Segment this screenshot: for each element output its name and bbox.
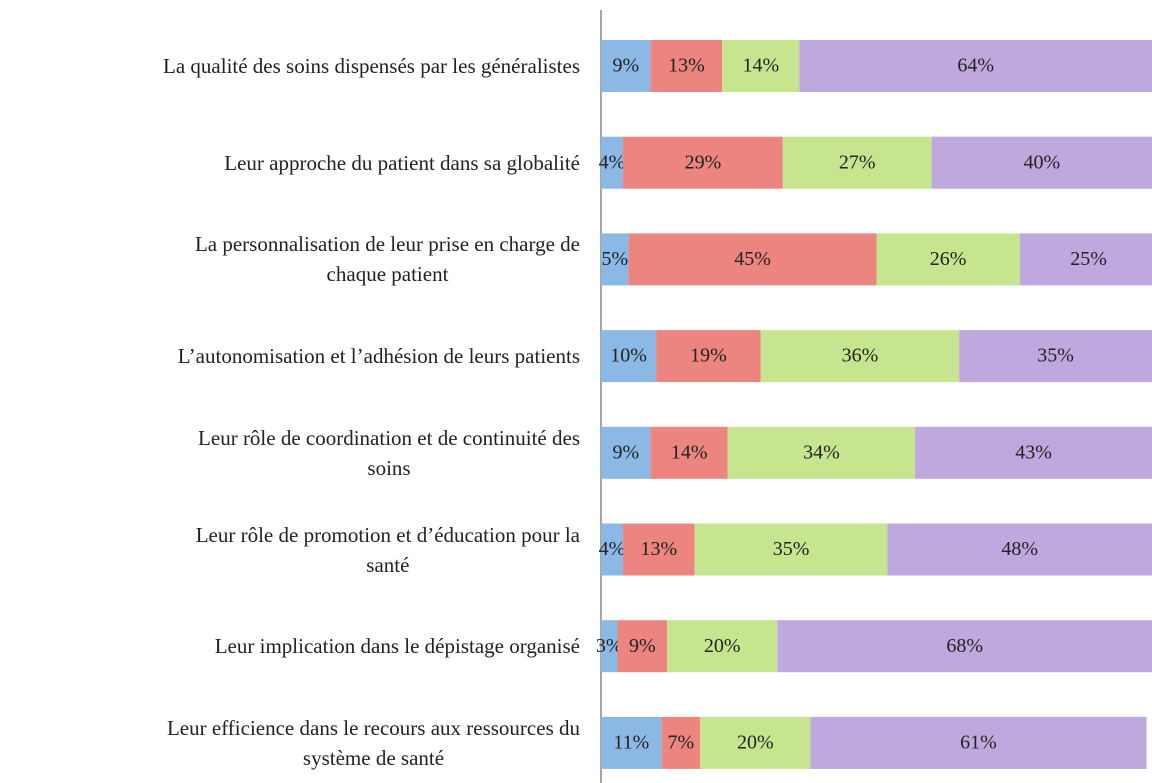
bar-segment: [617, 620, 668, 673]
data-label: 13%: [668, 55, 705, 77]
data-label: 27%: [839, 151, 876, 173]
data-label: 20%: [704, 635, 741, 657]
bar-segment: [650, 426, 728, 479]
data-label: 64%: [957, 55, 994, 77]
bar-segment: [601, 136, 624, 189]
bar-segment: [667, 620, 778, 673]
bar-segment: [601, 330, 657, 383]
bar-segment: [959, 330, 1152, 383]
data-label: 7%: [668, 731, 695, 753]
data-label: 68%: [946, 635, 983, 657]
bar-segment: [1019, 233, 1152, 286]
data-label: 13%: [641, 538, 678, 560]
bar-segment: [915, 426, 1152, 479]
data-label: 40%: [1023, 151, 1060, 173]
data-label: 14%: [742, 55, 779, 77]
category-label: La qualité des soins dispensés par les g…: [163, 54, 580, 78]
data-label: 4%: [599, 538, 626, 560]
bar-segment: [799, 40, 1152, 92]
bar-segment: [931, 136, 1152, 189]
bar-segment: [777, 620, 1152, 673]
data-label: 11%: [613, 731, 649, 753]
bar-segment: [601, 233, 629, 286]
category-label: Leur implication dans le dépistage organ…: [214, 634, 580, 659]
bar-segment: [887, 523, 1152, 576]
bar-segment: [601, 40, 651, 92]
bar-segment: [700, 716, 811, 769]
data-label: 4%: [599, 151, 626, 173]
bar-segment: [656, 330, 761, 383]
data-label: 43%: [1015, 441, 1052, 463]
bar-segment: [623, 523, 695, 576]
data-label: 9%: [612, 441, 639, 463]
data-label: 45%: [734, 248, 771, 270]
category-label: L’autonomisation et l’adhésion de leurs …: [177, 344, 580, 369]
category-label: Leur approche du patient dans sa globali…: [224, 150, 580, 175]
bar-segment: [623, 136, 783, 189]
data-label: 26%: [930, 248, 967, 270]
category-label: Leur efficience dans le recours aux ress…: [166, 715, 580, 770]
bar-segment: [760, 330, 960, 383]
bar-segment: [601, 523, 624, 576]
data-label: 25%: [1070, 248, 1107, 270]
category-label: Leur rôle de coordination et de continui…: [198, 425, 580, 480]
bar-segment: [722, 40, 800, 92]
data-label: 9%: [612, 55, 639, 77]
bar-segment: [876, 233, 1020, 286]
data-label: 29%: [685, 151, 722, 173]
bar-segment: [628, 233, 877, 286]
data-label: 36%: [842, 345, 879, 367]
category-label: Leur rôle de promotion et d’éducation po…: [195, 522, 580, 577]
bar-segment: [694, 523, 888, 576]
category-label: La personnalisation de leur prise en cha…: [194, 232, 580, 287]
bar-segment: [810, 716, 1147, 769]
data-label: 35%: [773, 538, 810, 560]
bar-segment: [601, 620, 618, 673]
data-label: 19%: [690, 345, 727, 367]
data-label: 5%: [601, 248, 628, 270]
data-label: 35%: [1037, 345, 1074, 367]
data-label: 48%: [1001, 538, 1038, 560]
data-label: 9%: [629, 635, 656, 657]
data-label: 3%: [596, 635, 623, 657]
data-label: 61%: [960, 731, 997, 753]
data-label: 34%: [803, 441, 840, 463]
data-label: 10%: [610, 345, 647, 367]
data-label: 14%: [671, 441, 708, 463]
data-label: 20%: [737, 731, 774, 753]
bar-segment: [601, 426, 651, 479]
bar-segment: [661, 716, 701, 769]
bar-segment: [601, 716, 662, 769]
bar-segment: [650, 40, 723, 92]
bar-segment: [782, 136, 932, 189]
bar-segment: [727, 426, 916, 479]
